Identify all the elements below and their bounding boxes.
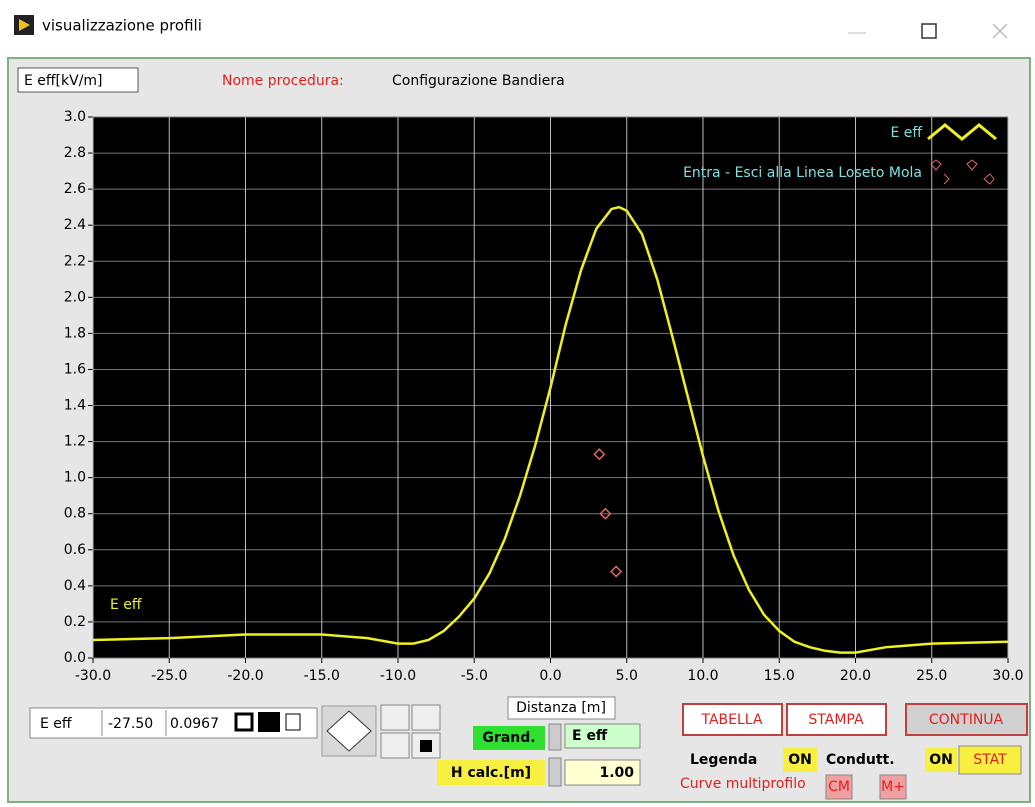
x-tick-label: 10.0 <box>687 668 718 684</box>
procedure-name: Configurazione Bandiera <box>392 73 565 89</box>
nav-diamond[interactable] <box>326 710 372 752</box>
x-label-box <box>507 696 616 720</box>
legend-label: E eff <box>890 125 922 141</box>
y-tick-label: 2.4 <box>64 217 86 233</box>
spinner[interactable] <box>548 723 562 751</box>
y-tick-label: 1.8 <box>64 325 86 341</box>
y-tick-label: 1.2 <box>64 434 86 450</box>
close[interactable] <box>992 23 1008 39</box>
y-tick-label: 1.0 <box>64 470 86 486</box>
curve <box>92 205 1009 654</box>
grand-value-box[interactable] <box>564 723 641 749</box>
mplus-button[interactable] <box>879 774 907 800</box>
mplus-text: M+ <box>881 779 905 795</box>
point <box>610 565 623 578</box>
legenda-toggle[interactable] <box>783 748 817 772</box>
grand-value: E eff <box>572 728 608 744</box>
x-tick-label: -5.0 <box>461 668 488 684</box>
point <box>599 507 612 520</box>
x-tick-label: 5.0 <box>616 668 638 684</box>
cm-button[interactable] <box>825 774 853 800</box>
h-box[interactable] <box>437 760 545 785</box>
legend-swatch <box>927 123 997 141</box>
x-tick-label: 20.0 <box>840 668 871 684</box>
y-tick-label: 2.0 <box>64 289 86 305</box>
y-tick-label: 3.0 <box>64 109 86 125</box>
cursor-color[interactable] <box>258 712 280 732</box>
legend-label: Entra - Esci alla Linea Loseto Mola <box>683 165 922 181</box>
y-tick-label: 0.6 <box>64 542 86 558</box>
y-tick-label: 2.8 <box>64 145 86 161</box>
cross-tool[interactable] <box>411 704 441 731</box>
legend-swatch <box>966 159 978 171</box>
cursor-style[interactable] <box>234 712 254 732</box>
multiprofilo-label: Curve multiprofilo <box>680 776 806 792</box>
x-tick-label: 15.0 <box>764 668 795 684</box>
h-value: 1.00 <box>599 765 634 781</box>
stampa-text: STAMPA <box>808 712 864 728</box>
x-label: Distanza [m] <box>516 700 606 716</box>
y-tick-label: 2.6 <box>64 181 86 197</box>
grand-box[interactable] <box>473 726 545 750</box>
x-tick-label: 0.0 <box>539 668 561 684</box>
h-label: H calc.[m] <box>451 765 531 781</box>
y-tick-label: 0.2 <box>64 614 86 630</box>
legend-swatch <box>930 159 942 171</box>
cursor-y: 0.0967 <box>170 716 219 732</box>
y-label-box <box>17 67 139 93</box>
y-tick-label: 1.4 <box>64 398 86 414</box>
legend-swatch <box>943 173 950 185</box>
annotation: E eff <box>110 597 142 613</box>
x-tick-label: -30.0 <box>75 668 111 684</box>
y-tick-label: 1.6 <box>64 361 86 377</box>
y-tick-label: 0.4 <box>64 578 86 594</box>
condutt-state: ON <box>929 752 953 768</box>
continua-text: CONTINUA <box>929 712 1004 728</box>
point <box>593 448 606 461</box>
stampa-button[interactable] <box>786 703 887 736</box>
color-swatch <box>420 740 432 752</box>
app-icon-glyph <box>19 19 30 31</box>
procedure-label: Nome procedura: <box>222 73 344 89</box>
stat-button[interactable] <box>958 745 1022 775</box>
zoom-tool[interactable] <box>380 704 410 731</box>
cursor-x: -27.50 <box>108 716 153 732</box>
condutt-toggle[interactable] <box>925 748 957 772</box>
legenda-label: Legenda <box>690 752 757 768</box>
cursor-lock[interactable] <box>285 713 301 731</box>
y-tick-label: 2.2 <box>64 253 86 269</box>
maximize[interactable] <box>921 23 937 39</box>
continua-button[interactable] <box>905 703 1028 736</box>
h-value-box[interactable] <box>564 759 641 786</box>
condutt-label: Condutt. <box>826 752 895 768</box>
spinner[interactable] <box>548 757 562 787</box>
x-tick-label: -15.0 <box>304 668 340 684</box>
x-tick-label: -25.0 <box>151 668 187 684</box>
window-title: visualizzazione profili <box>42 17 202 35</box>
legend-swatch <box>983 173 995 185</box>
cm-text: CM <box>828 779 850 795</box>
y-tick-label: 0.0 <box>64 650 86 666</box>
y-tick-label: 0.8 <box>64 506 86 522</box>
stat-text: STAT <box>973 752 1007 768</box>
y-label: E eff[kV/m] <box>24 73 103 89</box>
x-tick-label: -10.0 <box>380 668 416 684</box>
x-tick-label: 25.0 <box>916 668 947 684</box>
tabella-button[interactable] <box>682 703 783 736</box>
x-tick-label: 30.0 <box>992 668 1023 684</box>
grand-label: Grand. <box>482 730 535 746</box>
pan-tool[interactable] <box>380 732 410 759</box>
tabella-text: TABELLA <box>701 712 763 728</box>
cursor-name: E eff <box>40 716 72 732</box>
legenda-state: ON <box>788 752 812 768</box>
x-tick-label: -20.0 <box>227 668 263 684</box>
